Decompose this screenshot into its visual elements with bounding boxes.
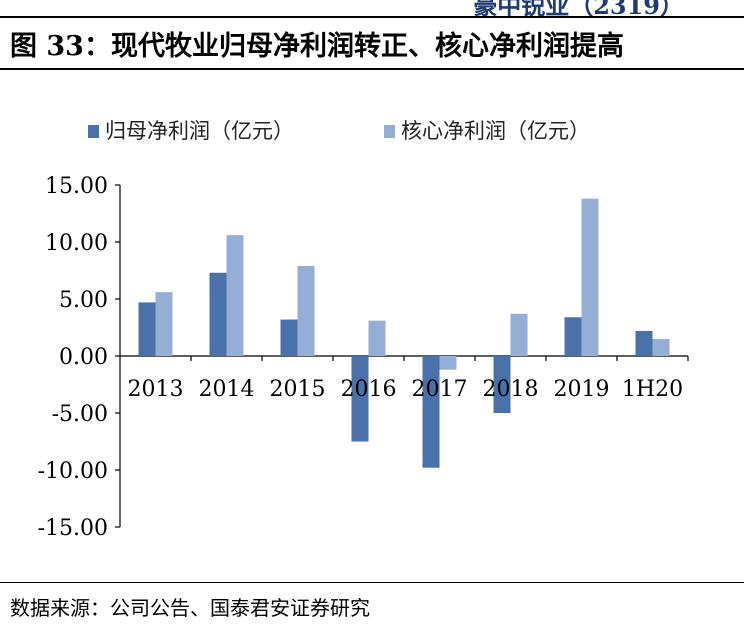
bar-chart: 归母净利润（亿元） 核心净利润（亿元） 15.00 10.00 5.00 0.00 -5.0… xyxy=(38,119,689,541)
bar-2-1H20 xyxy=(652,338,670,356)
y-tick-label-6: -10.00 xyxy=(38,459,108,484)
y-tick-label-5: -5.00 xyxy=(52,402,108,427)
bar-2-2018 xyxy=(510,313,528,356)
bar-1-1H20 xyxy=(635,330,653,356)
x-tick-label-2016: 2016 xyxy=(341,377,397,402)
y-tick-label-1: 15.00 xyxy=(45,174,108,199)
legend-label-2: 核心净利润（亿元） xyxy=(401,119,590,143)
bar-2-2014 xyxy=(226,235,244,356)
x-tick-label-2019: 2019 xyxy=(554,377,610,402)
x-tick-label-2013: 2013 xyxy=(128,377,184,402)
bar-1-2018 xyxy=(493,356,511,413)
bar-1-2015 xyxy=(280,319,298,356)
y-tick-label-3: 5.00 xyxy=(59,288,108,313)
bar-2-2016 xyxy=(368,320,386,356)
x-tick-label-2014: 2014 xyxy=(199,377,255,402)
chart-title: 图 33：现代牧业归母净利润转正、核心净利润提高 xyxy=(10,31,624,62)
legend-label-1: 归母净利润（亿元） xyxy=(105,119,294,143)
y-tick-label-7: -15.00 xyxy=(38,516,108,541)
x-tick-label-2018: 2018 xyxy=(483,377,539,402)
bar-2-2013 xyxy=(155,292,173,356)
title-rule xyxy=(0,68,744,70)
bar-2-2019 xyxy=(581,198,599,356)
bar-1-2014 xyxy=(209,272,227,356)
bar-1-2013 xyxy=(138,302,156,356)
bar-2-2017 xyxy=(439,356,457,370)
y-tick-label-2: 10.00 xyxy=(45,231,108,256)
y-tick-label-4: 0.00 xyxy=(59,345,108,370)
cut-off-header: 豪中锐业（2319） xyxy=(0,0,744,16)
bar-1-2016 xyxy=(351,356,369,442)
footer-rule xyxy=(0,582,744,583)
legend-swatch-1 xyxy=(88,125,99,138)
bar-1-2017 xyxy=(422,356,440,468)
top-rule xyxy=(0,16,744,18)
bar-1-2019 xyxy=(564,317,582,356)
x-tick-label-2015: 2015 xyxy=(270,377,326,402)
x-tick-label-2017: 2017 xyxy=(412,377,468,402)
source-note: 数据来源：公司公告、国泰君安证券研究 xyxy=(10,596,370,620)
x-tick-label-1H20: 1H20 xyxy=(622,377,683,402)
cut-off-header-text: 豪中锐业（2319） xyxy=(473,0,684,16)
legend-swatch-2 xyxy=(384,125,395,138)
bar-2-2015 xyxy=(297,265,315,356)
